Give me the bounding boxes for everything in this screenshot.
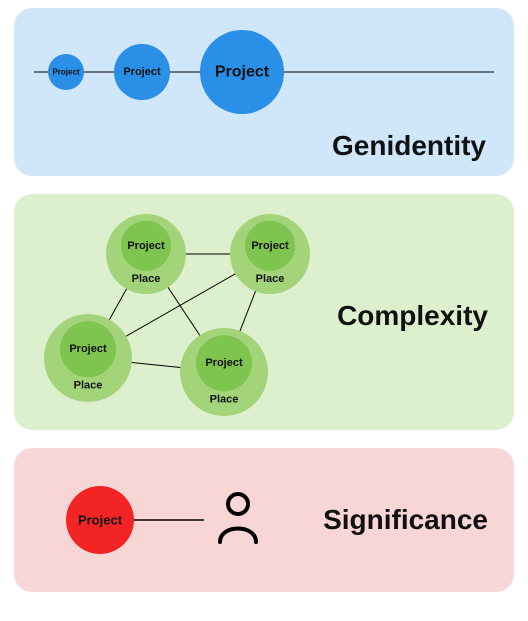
complexity-project-label-3: Project [205, 357, 243, 369]
complexity-project-label-2: Project [69, 343, 107, 355]
complexity-place-label-0: Place [132, 273, 161, 285]
complexity-place-label-1: Place [256, 273, 285, 285]
complexity-project-label-1: Project [251, 240, 289, 252]
complexity-place-label-2: Place [74, 379, 103, 391]
genidentity-project-label-2: Project [215, 64, 270, 81]
complexity-project-label-0: Project [127, 240, 165, 252]
genidentity-title: Genidentity [332, 130, 486, 162]
genidentity-panel: Project Project Project Genidentity [14, 8, 514, 176]
person-icon [220, 494, 256, 542]
diagram-root: Project Project Project Genidentity Projec… [0, 0, 528, 606]
significance-project-label: Project [78, 513, 123, 528]
genidentity-project-label-0: Project [52, 68, 79, 77]
genidentity-project-label-1: Project [123, 66, 161, 78]
complexity-title: Complexity [337, 300, 488, 332]
significance-panel: Project Significance [14, 448, 514, 592]
significance-title: Significance [323, 504, 488, 536]
complexity-place-label-3: Place [210, 393, 239, 405]
complexity-panel: Project Place Project Place Project Place Proj… [14, 194, 514, 430]
